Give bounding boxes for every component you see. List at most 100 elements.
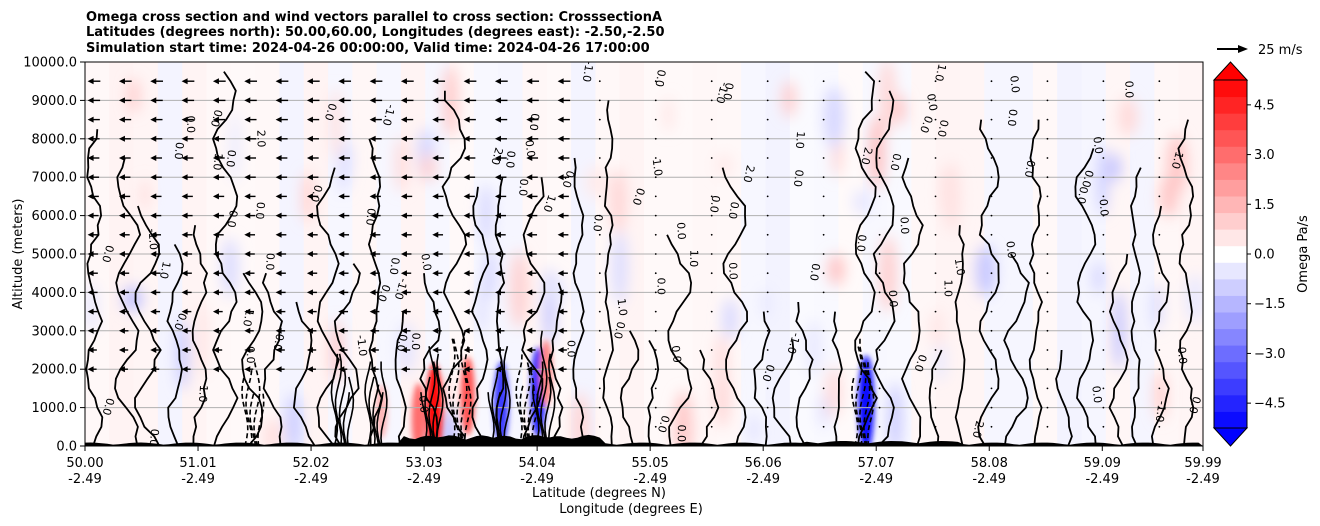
contour-label: 0.0	[253, 201, 267, 219]
x-axis-label: Latitude (degrees N)	[532, 486, 666, 501]
wind-vector-head	[118, 347, 125, 353]
wind-vector-head	[338, 366, 345, 373]
wind-vector-dot	[822, 310, 825, 313]
wind-vector-dot	[766, 425, 769, 428]
wind-vector-dot	[598, 406, 601, 409]
wind-vector-dot	[1102, 118, 1105, 121]
wind-vector-head	[118, 308, 125, 315]
contour-line-dense	[452, 338, 460, 446]
wind-vector-dot	[822, 291, 825, 294]
wind-vector-head	[118, 193, 125, 200]
wind-vector-dot	[934, 118, 937, 121]
colorbar-tick-label: −4.5	[1254, 397, 1286, 412]
wind-vector-dot	[934, 425, 937, 428]
wind-vector-head	[369, 347, 376, 353]
wind-vector-dot	[654, 157, 657, 159]
contour-label: -1.0	[580, 60, 596, 83]
contour-label: 0.0	[1022, 159, 1038, 178]
field-blob	[302, 171, 313, 223]
wind-vector-head	[150, 78, 157, 85]
wind-vector-dot	[710, 291, 713, 294]
wind-vector-dot	[1102, 310, 1105, 313]
wind-vector-head	[275, 78, 282, 85]
contour-label: 1.0	[687, 250, 700, 268]
wind-vector-dot	[654, 272, 657, 275]
wind-vector-head	[432, 212, 439, 219]
wind-vector-head	[526, 289, 533, 296]
field-blob	[509, 250, 529, 329]
contour-line	[854, 70, 878, 446]
terrain	[85, 434, 1203, 446]
wind-vector-head	[150, 366, 157, 373]
wind-vector-head	[150, 116, 157, 123]
wind-vector-dot	[934, 214, 937, 217]
contour-line-dense	[499, 361, 507, 446]
wind-vector-head	[87, 231, 94, 238]
wind-vector-head	[463, 174, 470, 181]
wind-vector-dot	[1158, 157, 1161, 159]
wind-vector-head	[244, 193, 251, 200]
contour-label: 2.0	[488, 146, 505, 166]
contour-line-dense	[456, 392, 464, 446]
field-blob	[929, 309, 945, 348]
wind-vector-head	[369, 116, 376, 123]
contour-label: 0.0	[223, 149, 238, 168]
field-blob	[888, 382, 902, 446]
contour-label: 0.0	[675, 424, 688, 442]
colorbar-level	[1214, 146, 1247, 164]
field-blob	[230, 112, 240, 183]
x-tick-label-lat: 59.09	[1084, 456, 1121, 471]
wind-vector-dot	[598, 118, 601, 121]
field-blob	[824, 86, 844, 149]
wind-vector-dot	[654, 329, 657, 332]
field-blob	[571, 392, 590, 446]
wind-vector-head	[494, 308, 501, 315]
contour-labels: 0.00.00.02.0-1.00.00.0-1.00.00.01.01.00.…	[99, 60, 1203, 446]
wind-vector-dot	[1158, 406, 1161, 409]
x-tick-label-lon: -2.49	[68, 472, 102, 487]
title-line-3: Simulation start time: 2024-04-26 00:00:…	[86, 41, 650, 56]
wind-vector-dot	[710, 99, 713, 102]
field-blob	[548, 276, 568, 306]
wind-vector-head	[275, 251, 282, 257]
wind-vector-dot	[710, 368, 713, 371]
wind-vector-head	[400, 289, 407, 296]
wind-vector-dot	[990, 233, 993, 236]
contour-label: -1.0	[784, 331, 802, 355]
wind-vector-head	[118, 327, 125, 334]
wind-vector-head	[87, 155, 94, 161]
wind-vector-dot	[598, 195, 601, 198]
wind-vector-head	[244, 231, 251, 238]
wind-vector-head	[526, 366, 533, 373]
contour-line	[261, 272, 283, 446]
wind-vector-dot	[654, 406, 657, 409]
wind-vector-head	[557, 327, 564, 334]
wind-vector-dot	[1102, 99, 1105, 102]
wind-vector-head	[306, 308, 313, 315]
field-blob	[853, 189, 871, 215]
wind-vector-head	[526, 327, 533, 334]
y-tick-label: 3000.0	[32, 324, 78, 339]
wind-vector-dot	[822, 214, 825, 217]
field-blob	[337, 148, 349, 194]
wind-vector-head	[338, 116, 345, 123]
x-tick-label-lon: -2.49	[294, 472, 328, 487]
field-blob	[749, 413, 759, 446]
field-blob	[479, 184, 493, 245]
wind-vector-dot	[654, 99, 657, 102]
wind-vector-head	[306, 289, 313, 296]
wind-vector-head	[244, 155, 251, 161]
contour-label: 0.0	[1175, 346, 1189, 365]
wind-vector-head	[306, 270, 313, 277]
wind-vector-head	[338, 231, 345, 238]
contour-line	[441, 90, 468, 446]
contour-line-dense	[342, 392, 351, 446]
wind-vector-head	[432, 270, 439, 277]
wind-vector-head	[306, 97, 313, 104]
wind-vector-dot	[654, 368, 657, 371]
wind-vector-dot	[1102, 253, 1105, 255]
wind-vector-dot	[654, 195, 657, 198]
wind-vector-dot	[990, 310, 993, 313]
contour-line-dense	[460, 330, 468, 446]
contour-label: 0.0	[791, 169, 806, 188]
